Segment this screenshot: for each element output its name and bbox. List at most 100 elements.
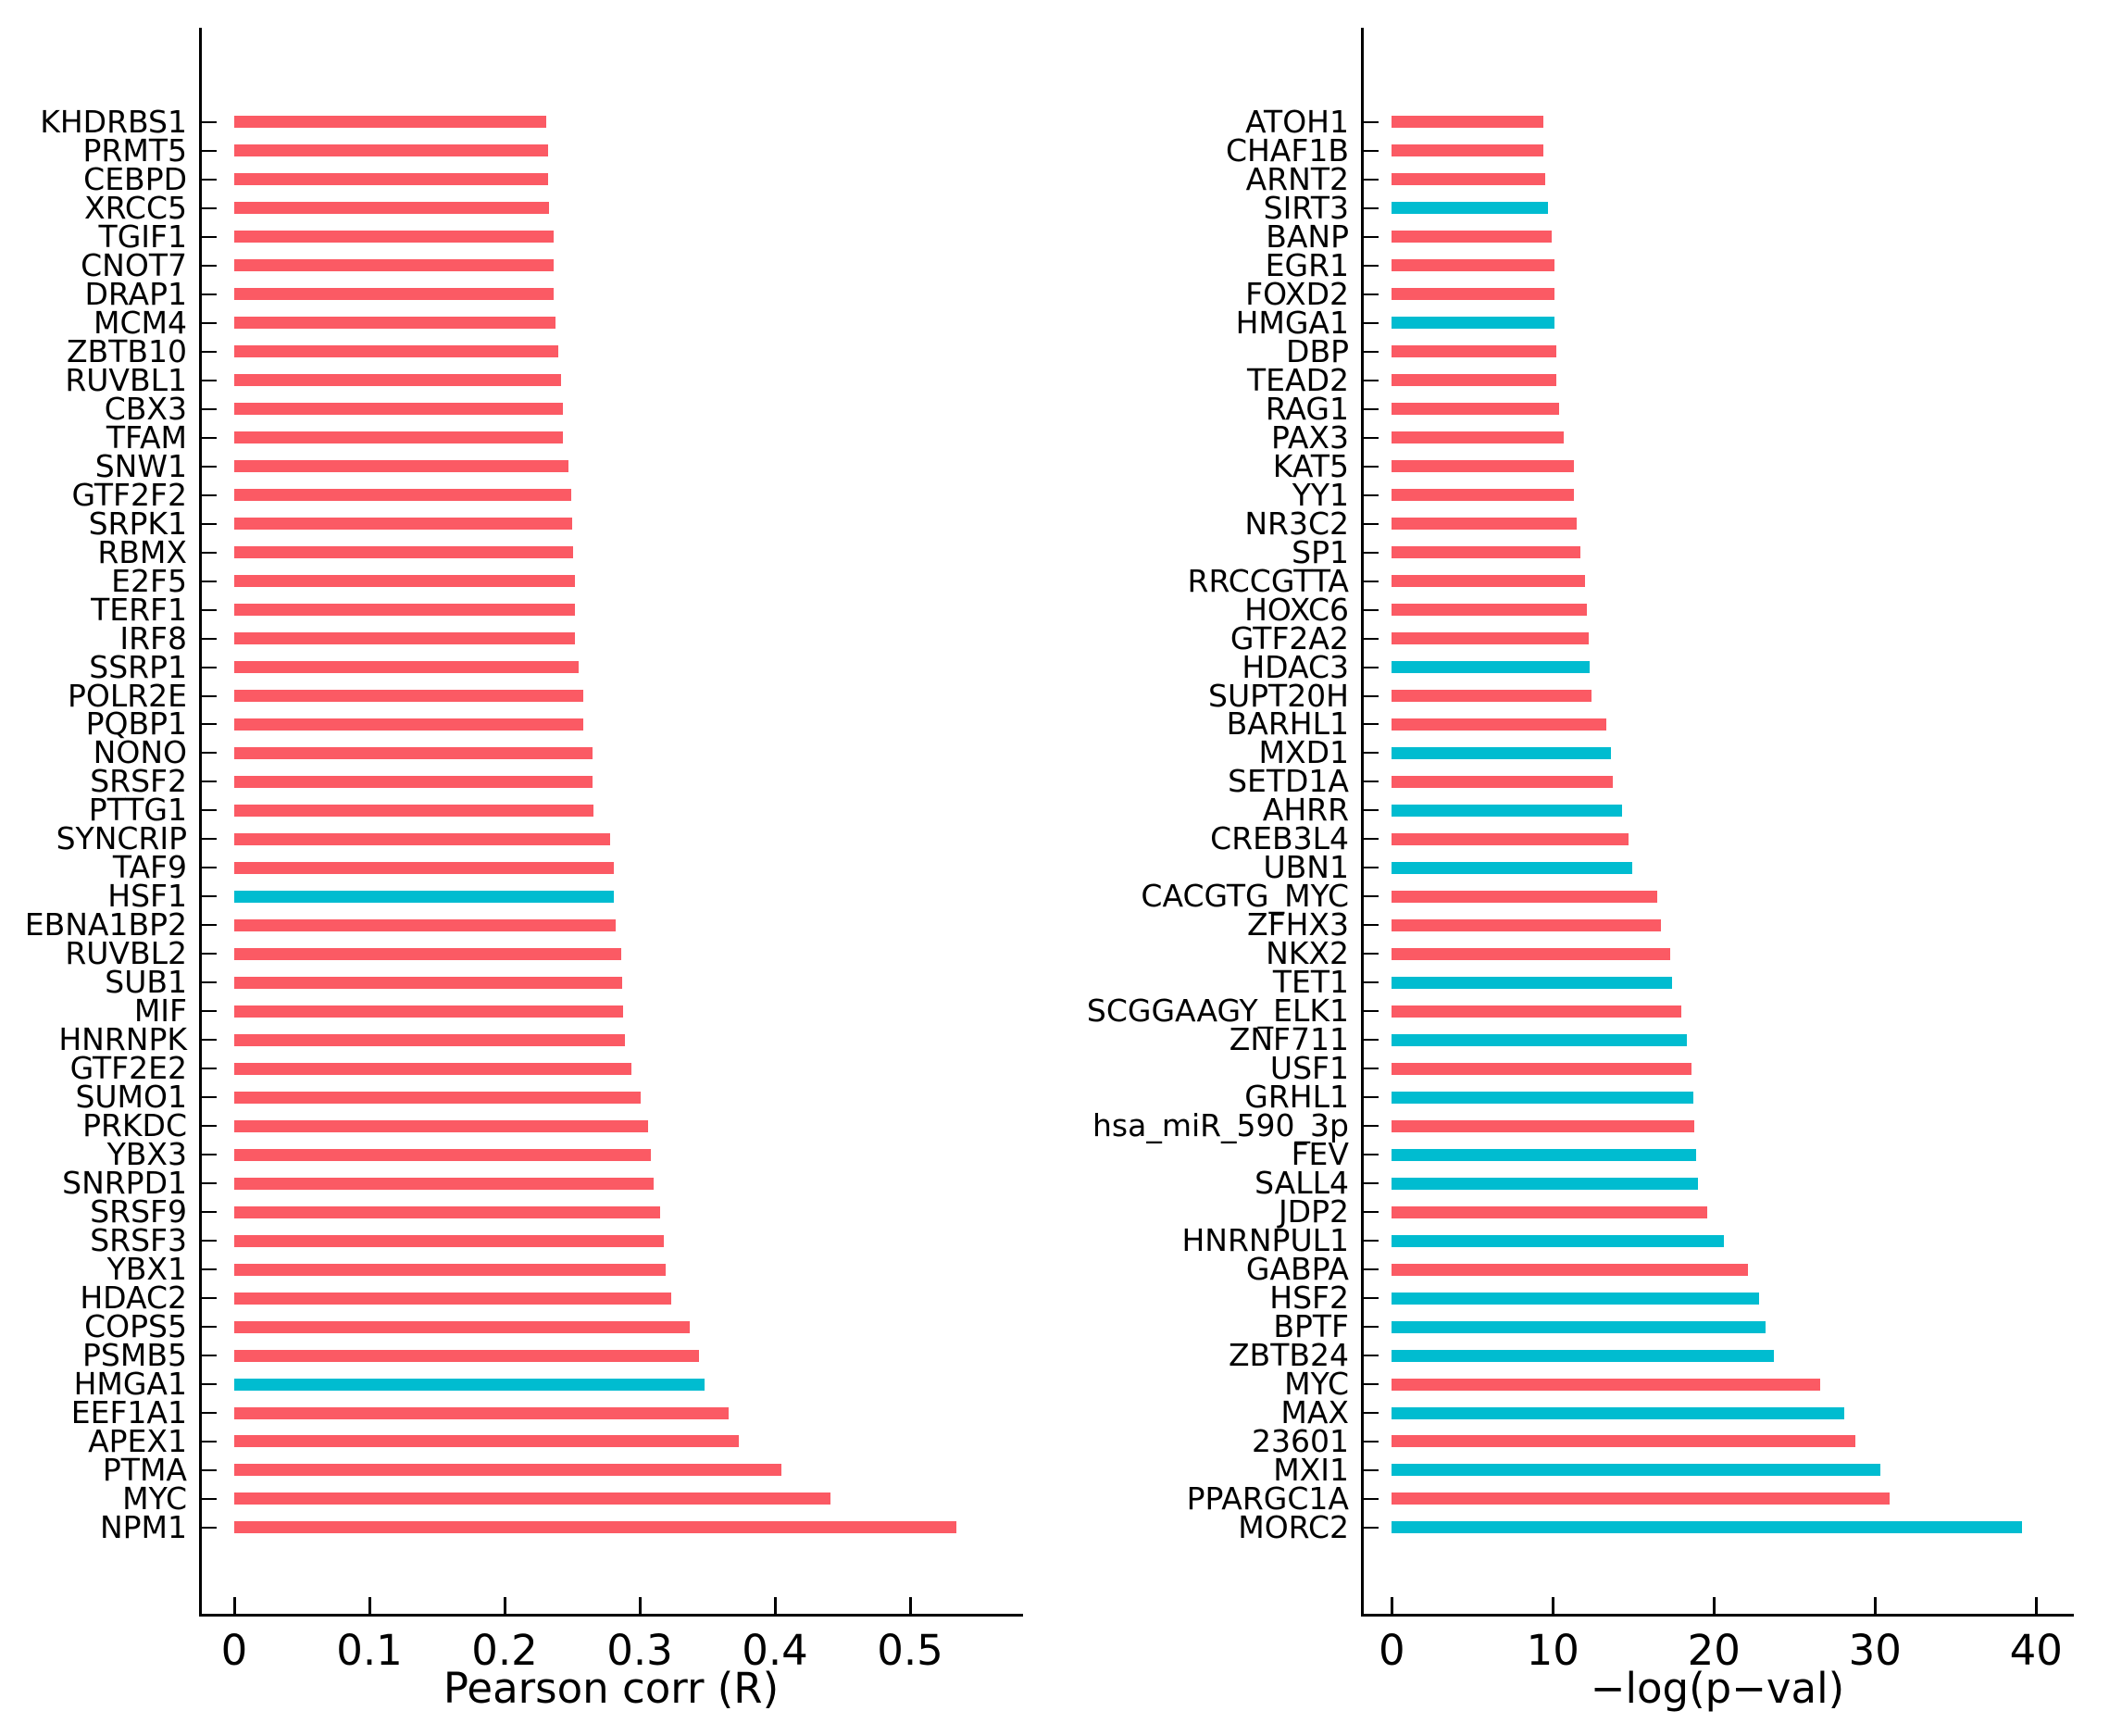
- category-label: FEV: [1291, 1136, 1349, 1173]
- y-axis-tick: [202, 723, 217, 726]
- category-label: UBN1: [1263, 849, 1349, 886]
- y-axis-tick: [202, 1096, 217, 1099]
- y-axis-tick: [202, 1497, 217, 1500]
- category-label: E2F5: [111, 562, 187, 599]
- y-axis-tick: [202, 608, 217, 611]
- x-axis-tick: [908, 1597, 912, 1614]
- y-axis-tick: [202, 235, 217, 238]
- x-axis-title: −log(p−val): [1590, 1664, 1845, 1713]
- category-label: HNRNPUL1: [1181, 1222, 1349, 1259]
- x-axis-tick: [1712, 1597, 1716, 1614]
- category-label: RUVBL2: [65, 935, 187, 972]
- x-axis-tick-label: 0.3: [606, 1626, 673, 1675]
- bar-DBP: [1392, 345, 1556, 358]
- y-axis-tick: [1364, 1412, 1379, 1414]
- bar-SSRP1: [234, 661, 580, 674]
- x-axis-line: [1361, 1614, 2074, 1617]
- category-label: HSF1: [107, 878, 187, 915]
- y-axis-tick: [202, 781, 217, 783]
- bar-JDP2: [1392, 1205, 1708, 1218]
- category-label: SETD1A: [1228, 763, 1349, 800]
- y-axis-tick: [1364, 149, 1379, 152]
- bar-HMGA1: [1392, 317, 1555, 330]
- bar-CNOT7: [234, 259, 554, 272]
- x-axis-tick: [503, 1597, 506, 1614]
- x-axis-tick-label: 0.1: [336, 1626, 403, 1675]
- category-label: BARHL1: [1226, 706, 1349, 743]
- category-label: SUMO1: [75, 1079, 187, 1116]
- category-label: PQBP1: [85, 706, 187, 743]
- category-label: GTF2A2: [1230, 619, 1349, 656]
- y-axis-tick: [202, 1240, 217, 1243]
- y-axis-tick: [1364, 809, 1379, 812]
- y-axis-tick: [1364, 465, 1379, 468]
- category-label: YBX1: [106, 1251, 187, 1288]
- x-axis-tick: [368, 1597, 371, 1614]
- x-axis-tick-label: 30: [1848, 1626, 1902, 1675]
- category-label: GTF2F2: [71, 476, 187, 513]
- y-axis-tick: [1364, 1068, 1379, 1070]
- bar-ZBTB10: [234, 345, 559, 358]
- y-axis-tick: [1364, 924, 1379, 927]
- bar-PPARGC1A: [1392, 1492, 1890, 1505]
- bar-MORC2: [1392, 1521, 2022, 1534]
- bar-MAX: [1392, 1406, 1845, 1419]
- x-axis-tick-label: 0: [1378, 1626, 1405, 1675]
- x-axis-tick-label: 20: [1687, 1626, 1741, 1675]
- bar-PAX3: [1392, 431, 1565, 444]
- bar-SRSF3: [234, 1234, 665, 1247]
- category-label: SRSF9: [90, 1193, 187, 1230]
- y-axis-tick: [202, 1010, 217, 1013]
- bar-XRCC5: [234, 202, 550, 215]
- category-label: MCM4: [94, 304, 187, 341]
- x-axis-tick: [1390, 1597, 1393, 1614]
- y-axis-tick: [1364, 1497, 1379, 1500]
- y-axis-tick: [1364, 1154, 1379, 1156]
- x-axis-tick: [773, 1597, 777, 1614]
- y-axis-tick: [202, 1468, 217, 1471]
- bar-HNRNPK: [234, 1033, 625, 1046]
- category-label: IRF8: [119, 619, 187, 656]
- y-axis-tick: [202, 1412, 217, 1414]
- y-axis-tick: [1364, 637, 1379, 640]
- y-axis-tick: [202, 838, 217, 841]
- category-label: ARNT2: [1245, 160, 1349, 197]
- y-axis-tick: [202, 1383, 217, 1386]
- x-axis-tick-label: 0.2: [471, 1626, 538, 1675]
- bar-ARNT2: [1392, 173, 1545, 186]
- y-axis-tick: [202, 120, 217, 123]
- category-label: SNW1: [94, 447, 187, 484]
- bar-GTF2E2: [234, 1062, 632, 1075]
- y-axis-tick: [202, 1326, 217, 1329]
- x-axis-tick-label: 40: [2009, 1626, 2063, 1675]
- bar-SALL4: [1392, 1177, 1698, 1190]
- y-axis-tick: [202, 493, 217, 496]
- y-axis-tick: [202, 895, 217, 898]
- bar-DRAP1: [234, 288, 554, 301]
- category-label: YY1: [1292, 476, 1349, 513]
- bar-HDAC2: [234, 1292, 671, 1305]
- category-label: ZBTB24: [1228, 1337, 1349, 1374]
- x-axis-tick-label: 0: [220, 1626, 248, 1675]
- y-axis-tick: [202, 981, 217, 984]
- y-axis-tick: [1364, 178, 1379, 181]
- bar-HOXC6: [1392, 604, 1587, 617]
- y-axis-tick: [1364, 694, 1379, 697]
- y-axis-tick: [202, 1182, 217, 1185]
- bar-NPM1: [234, 1521, 956, 1534]
- category-label: POLR2E: [67, 677, 187, 714]
- y-axis-tick: [202, 809, 217, 812]
- bar-SETD1A: [1392, 775, 1613, 788]
- y-axis-tick: [202, 264, 217, 267]
- category-label: KAT5: [1272, 447, 1349, 484]
- category-label: SYNCRIP: [56, 820, 187, 857]
- y-axis-tick: [202, 637, 217, 640]
- bar-SRSF2: [234, 775, 593, 788]
- y-axis-tick: [202, 1297, 217, 1300]
- bar-AHRR: [1392, 804, 1623, 817]
- category-label: MYC: [1284, 1366, 1349, 1403]
- category-label: MYC: [122, 1480, 187, 1517]
- category-label: HDAC3: [1242, 648, 1349, 685]
